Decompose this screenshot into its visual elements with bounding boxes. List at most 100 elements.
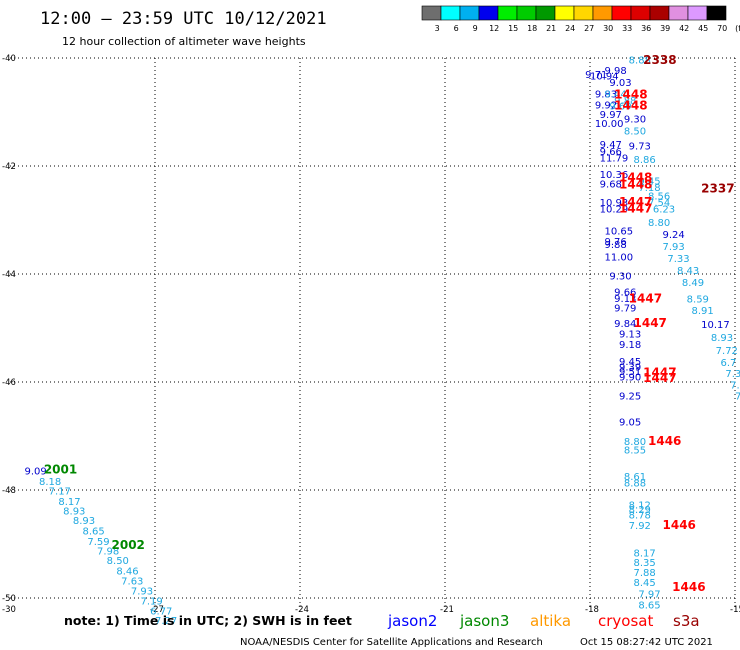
colorbar-swatch xyxy=(516,5,537,21)
pass-time-label: 1447 xyxy=(634,316,667,330)
swh-value: 9.66 xyxy=(614,287,636,298)
x-tick-label: -18 xyxy=(585,605,599,615)
swh-value: 8.46 xyxy=(116,566,138,577)
colorbar-swatch xyxy=(706,5,727,21)
colorbar-swatch xyxy=(497,5,518,21)
chart-title: 12:00 – 23:59 UTC 10/12/2021 xyxy=(40,9,327,29)
swh-value: 7.17 xyxy=(49,487,71,498)
swh-value: 8.93 xyxy=(711,333,733,344)
colorbar-label: 24 xyxy=(565,24,575,33)
swh-value: 8.49 xyxy=(682,278,704,289)
plot-area: -40 -42 -44 -46 -48 -50-30 -27 -24 -21 -18 -15 9.0… xyxy=(2,53,740,627)
swh-value: 9.92 xyxy=(595,100,617,111)
y-tick-label: -40 xyxy=(2,54,16,64)
chart-subtitle: 12 hour collection of altimeter wave hei… xyxy=(62,35,306,48)
swh-value: 8.17 xyxy=(634,549,656,560)
swh-value: 9.51 xyxy=(619,367,641,378)
swh-value: 10.93 xyxy=(600,198,629,209)
colorbar-swatch xyxy=(535,5,556,21)
satellite-legend-s3a: s3a xyxy=(673,612,700,630)
swh-value: 9.73 xyxy=(629,141,651,152)
colorbar-swatch xyxy=(687,5,708,21)
swh-value: 7.98 xyxy=(97,546,119,557)
swh-value: 7.97 xyxy=(638,590,660,601)
swh-value: 8.80 xyxy=(624,437,646,448)
pass-time-label: 2002 xyxy=(112,538,145,552)
swh-value: 8.59 xyxy=(687,294,709,305)
colorbar-label: 70 xyxy=(717,24,727,33)
x-tick-label: -24 xyxy=(295,605,309,615)
swh-value: 9.30 xyxy=(624,114,646,125)
colorbar-swatch xyxy=(554,5,575,21)
colorbar-swatch xyxy=(459,5,480,21)
colorbar-swatch xyxy=(421,5,442,21)
colorbar-label: 45 xyxy=(698,24,708,33)
swh-value: 9.71 xyxy=(585,70,607,81)
swh-value: 8.45 xyxy=(634,578,656,589)
colorbar-swatch xyxy=(592,5,613,21)
swh-value: 9.79 xyxy=(614,303,636,314)
swh-value: 9.88 xyxy=(614,96,636,107)
pass-time-label: 1448 xyxy=(614,99,647,113)
swh-value: 8.80 xyxy=(648,218,670,229)
swh-value: 7.54 xyxy=(648,198,670,209)
swh-value: 9.47 xyxy=(600,140,622,151)
swh-value: 6.7 xyxy=(721,358,737,369)
colorbar-label: 27 xyxy=(584,24,594,33)
pass-time-label: 1447 xyxy=(643,365,676,379)
colorbar-swatch xyxy=(611,5,632,21)
x-tick-label: -15 xyxy=(730,605,740,615)
axis-ticks: -40 -42 -44 -46 -48 -50-30 -27 -24 -21 -18 -15 xyxy=(2,54,740,615)
swh-value: 10.29 xyxy=(600,205,629,216)
swh-value: 9.05 xyxy=(619,417,641,428)
colorbar-label: 21 xyxy=(546,24,556,33)
colorbar-label: (ft) xyxy=(735,24,740,33)
swh-value: 6.77 xyxy=(150,606,172,617)
swh-value: 9.13 xyxy=(619,329,641,340)
units-note: note: 1) Time is in UTC; 2) SWH is in fe… xyxy=(64,613,352,628)
swh-value: 7. xyxy=(730,381,740,392)
swh-value: 10.94 xyxy=(590,71,619,82)
swh-value: 8.88 xyxy=(629,56,651,67)
swh-value: 9.88 xyxy=(605,240,627,251)
swh-value: 9.97 xyxy=(600,110,622,121)
colorbar-label: 30 xyxy=(603,24,613,33)
swh-value: 10.36 xyxy=(600,170,629,181)
swh-value: 8.35 xyxy=(634,558,656,569)
pass-time-label: 2337 xyxy=(701,182,734,196)
swh-value: 8.55 xyxy=(624,446,646,457)
y-tick-label: -46 xyxy=(2,378,16,388)
colorbar-label: 39 xyxy=(660,24,670,33)
swh-value: 11.79 xyxy=(600,153,629,164)
x-tick-label: -30 xyxy=(2,605,16,615)
satellite-legend-cryosat: cryosat xyxy=(598,612,653,630)
satellite-legend-jason3: jason3 xyxy=(459,612,509,630)
swh-value: 10.17 xyxy=(701,320,730,331)
swh-value: 7.59 xyxy=(87,537,109,548)
swh-value: 8.88 xyxy=(624,478,646,489)
pass-time-label: 1446 xyxy=(672,580,705,594)
pass-time-label: 2338 xyxy=(643,53,676,67)
colorbar-label: 12 xyxy=(489,24,499,33)
swh-value: 8.61 xyxy=(624,472,646,483)
colorbar-label: 9 xyxy=(473,24,478,33)
swh-value: 7.27 xyxy=(155,616,177,627)
swh-value: 9.69 xyxy=(609,102,631,113)
swh-value: 8.93 xyxy=(73,516,95,527)
swh-value: 7.93 xyxy=(663,242,685,253)
swh-value: 8.65 xyxy=(638,600,660,611)
swh-value: 9.68 xyxy=(600,179,622,190)
swh-value: 9.39 xyxy=(619,362,641,373)
y-tick-label: -50 xyxy=(2,594,16,604)
footer-timestamp: Oct 15 08:27:42 UTC 2021 xyxy=(580,637,713,648)
swh-value: 9.18 xyxy=(619,340,641,351)
swh-value: 6.23 xyxy=(653,205,675,216)
swh-value: 9.09 xyxy=(25,467,47,478)
swh-value: 11.00 xyxy=(605,253,634,264)
colorbar-swatch xyxy=(478,5,499,21)
x-tick-label: -27 xyxy=(150,605,164,615)
swh-value: 7.93 xyxy=(131,586,153,597)
swh-value: 8.56 xyxy=(648,192,670,203)
swh-value: 8.43 xyxy=(677,266,699,277)
